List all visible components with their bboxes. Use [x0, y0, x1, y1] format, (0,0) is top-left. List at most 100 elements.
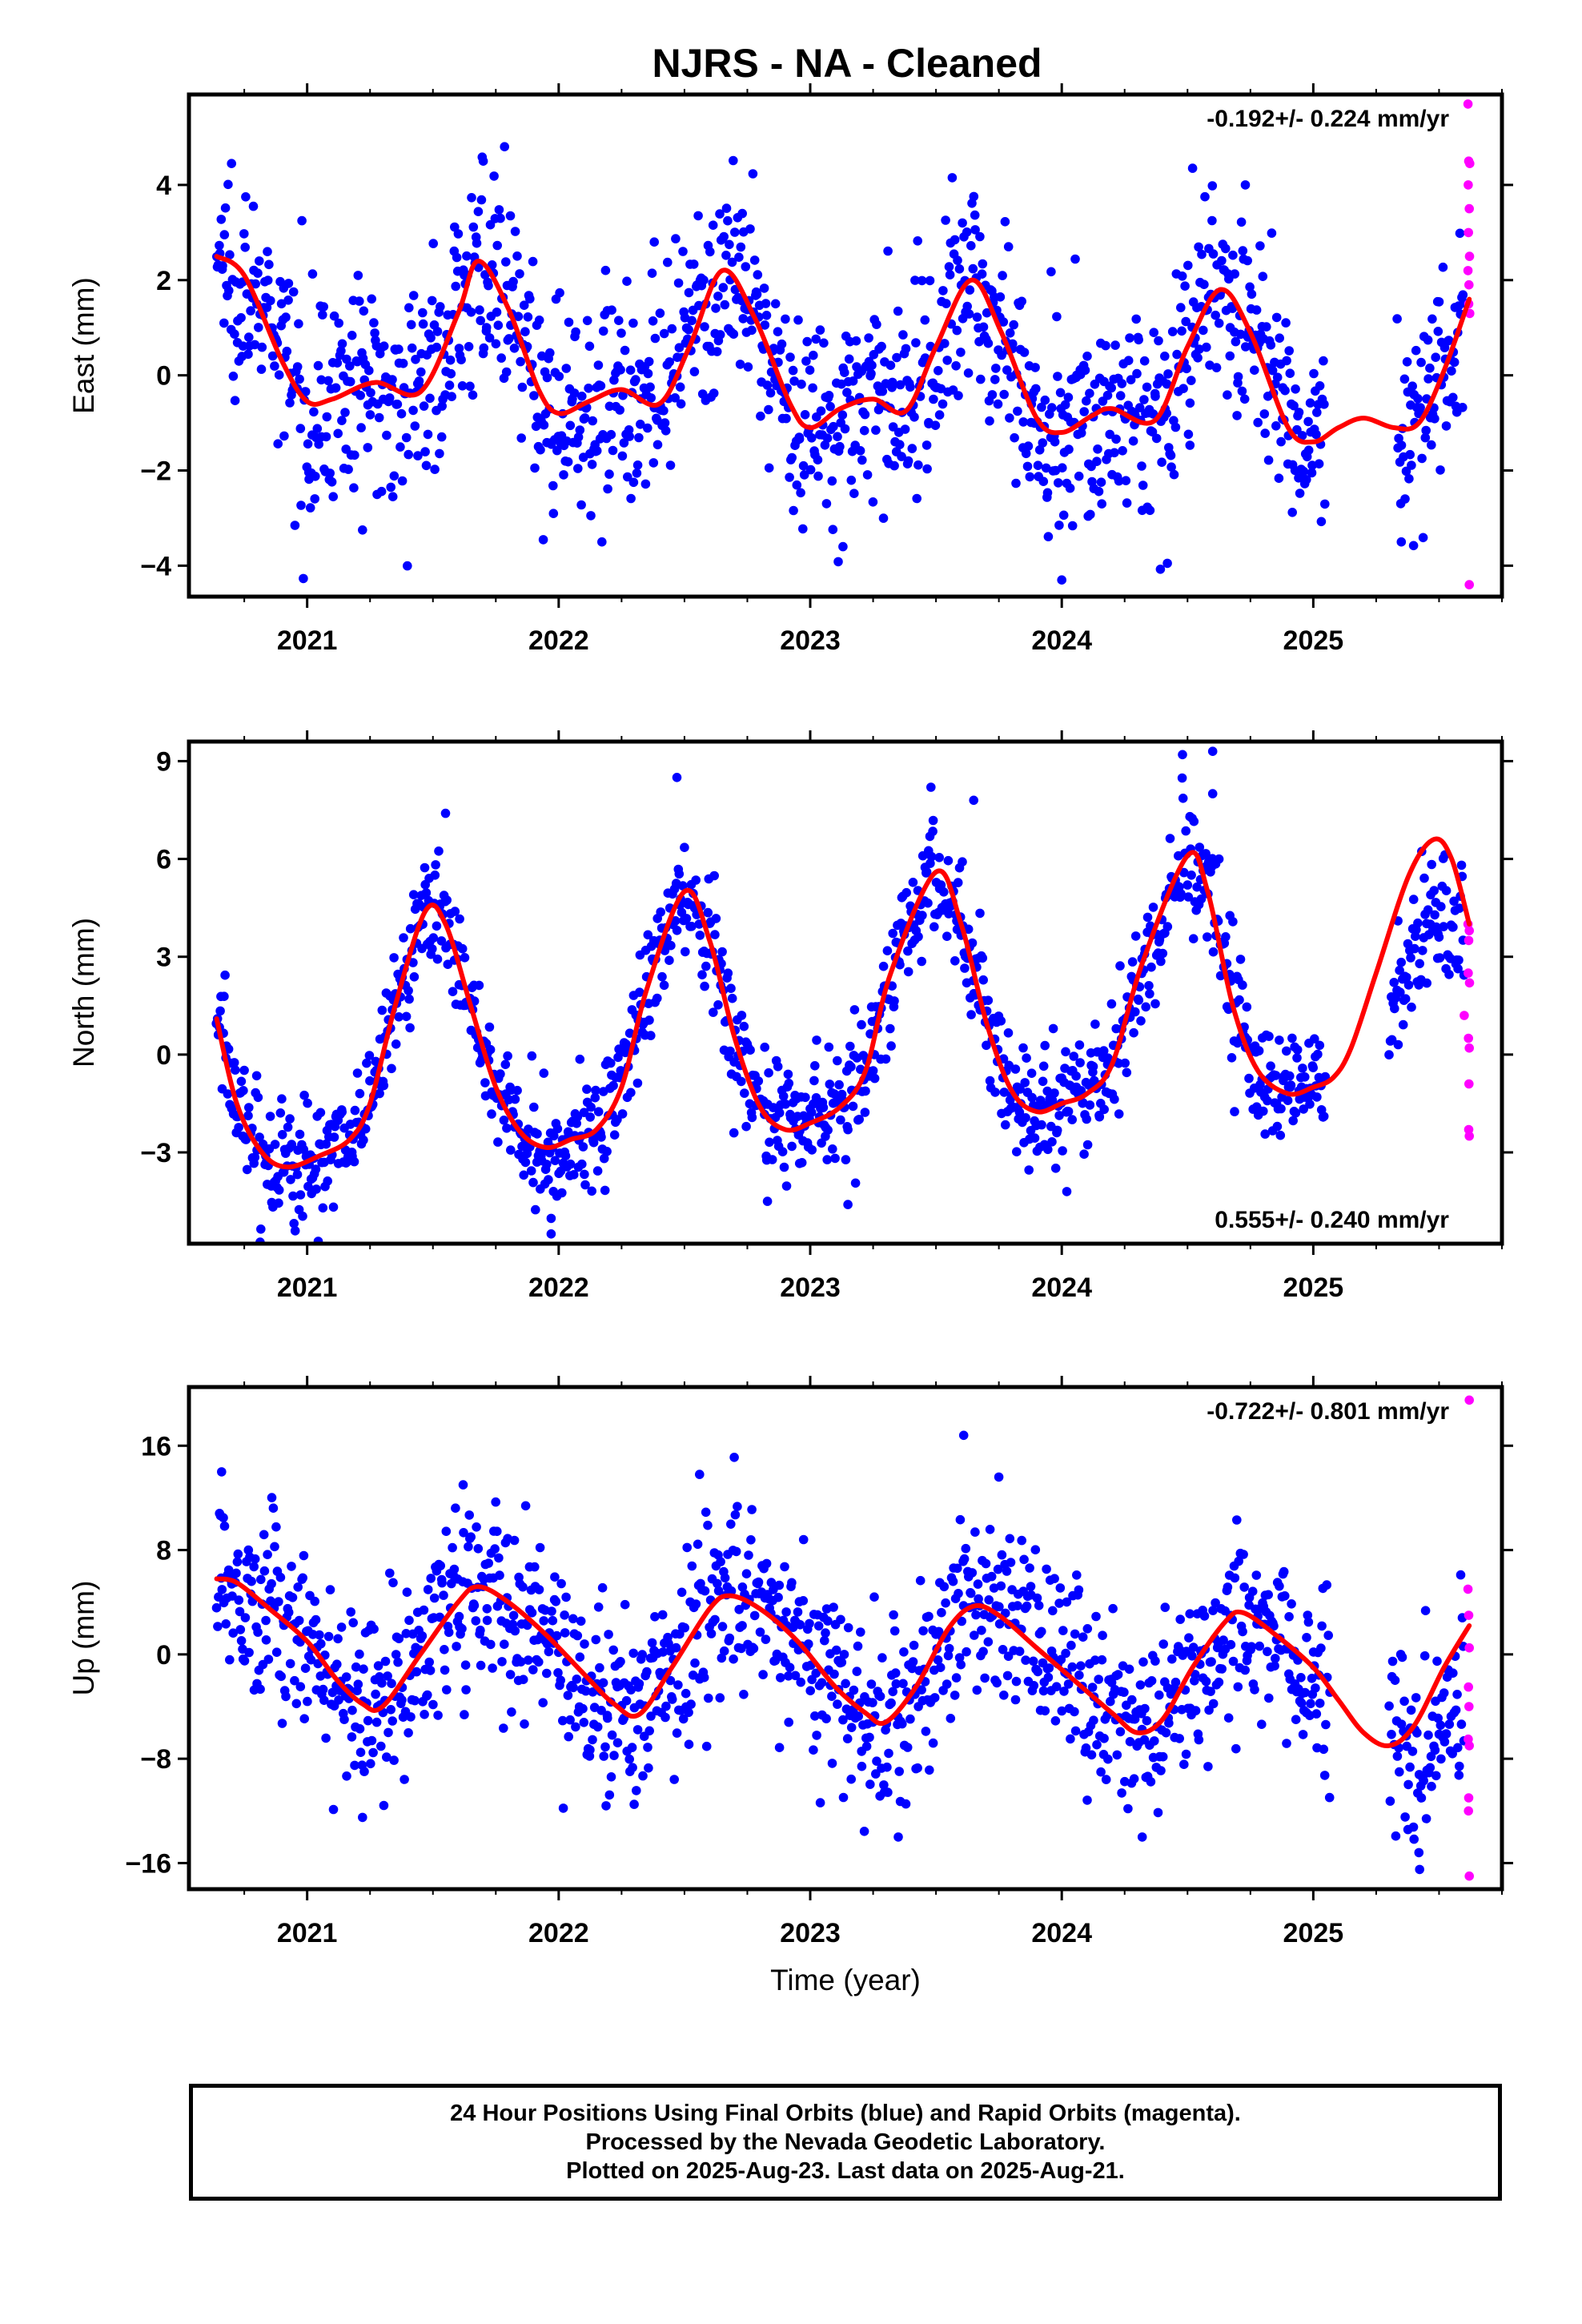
up-final-orbit-point [731, 1546, 741, 1557]
east-final-orbit-point [492, 308, 502, 317]
east-final-orbit-point [297, 215, 307, 226]
east-final-orbit-point [859, 425, 869, 436]
east-final-orbit-point [1057, 575, 1066, 585]
east-final-orbit-point [1150, 392, 1160, 401]
up-final-orbit-point [913, 1763, 922, 1773]
up-final-orbit-point [1098, 1630, 1107, 1640]
north-final-orbit-point [939, 887, 949, 897]
up-final-orbit-point [334, 1695, 343, 1705]
up-final-orbit-point [452, 1642, 461, 1651]
up-final-orbit-point [861, 1741, 872, 1751]
up-final-orbit-point [1456, 1570, 1466, 1580]
up-final-orbit-point [827, 1691, 837, 1701]
up-final-orbit-point [236, 1636, 247, 1646]
north-final-orbit-point [617, 1109, 628, 1119]
east-final-orbit-point [938, 399, 948, 409]
east-final-orbit-point [1038, 438, 1048, 448]
up-final-orbit-point [804, 1639, 813, 1649]
north-final-orbit-point [797, 1158, 807, 1168]
up-final-orbit-point [287, 1562, 296, 1571]
north-final-orbit-point [1040, 1040, 1050, 1051]
north-final-orbit-point [1130, 931, 1141, 941]
up-final-orbit-point [225, 1655, 235, 1665]
up-final-orbit-point [833, 1699, 842, 1709]
east-final-orbit-point [569, 388, 580, 398]
up-final-orbit-point [827, 1759, 837, 1768]
up-final-orbit-point [1135, 1680, 1146, 1690]
up-final-orbit-point [1146, 1676, 1157, 1686]
east-final-orbit-point [1052, 312, 1062, 322]
up-final-orbit-point [518, 1675, 528, 1684]
up-final-orbit-point [482, 1615, 492, 1626]
east-final-orbit-point [379, 341, 389, 352]
up-final-orbit-point [865, 1732, 874, 1743]
east-final-orbit-point [520, 327, 530, 337]
north-final-orbit-point [854, 1115, 864, 1124]
up-final-orbit-point [285, 1659, 295, 1669]
east-final-orbit-point [646, 393, 656, 403]
up-final-orbit-point [671, 1642, 681, 1653]
up-final-orbit-point [948, 1576, 958, 1586]
up-final-orbit-point [564, 1731, 573, 1742]
north-final-orbit-point [243, 1111, 253, 1120]
north-final-orbit-point [480, 1078, 490, 1088]
up-final-orbit-point [985, 1525, 995, 1534]
up-final-orbit-point [1043, 1672, 1054, 1683]
east-final-orbit-point [851, 336, 861, 346]
east-final-orbit-point [993, 399, 1003, 409]
north-final-orbit-point [978, 953, 988, 963]
east-final-orbit-point [436, 432, 447, 442]
up-y-tick-label: −16 [125, 1848, 171, 1879]
up-final-orbit-point [1057, 1706, 1067, 1716]
east-final-orbit-point [1259, 409, 1270, 419]
east-final-orbit-point [1309, 368, 1319, 379]
east-final-orbit-point [1169, 469, 1179, 480]
up-final-orbit-point [665, 1675, 676, 1686]
up-final-orbit-point [348, 1618, 359, 1628]
up-final-orbit-point [1153, 1807, 1163, 1818]
up-final-orbit-point [781, 1607, 791, 1617]
east-final-orbit-point [712, 347, 722, 356]
east-final-orbit-point [309, 407, 319, 417]
up-final-orbit-point [1087, 1683, 1098, 1692]
up-final-orbit-point [435, 1612, 444, 1622]
east-final-orbit-point [577, 392, 587, 401]
east-final-orbit-point [573, 464, 583, 473]
east-final-orbit-point [626, 493, 636, 504]
east-final-orbit-point [855, 446, 865, 456]
north-final-orbit-point [1272, 1121, 1283, 1132]
east-final-orbit-point [963, 368, 974, 378]
up-final-orbit-point [1454, 1770, 1464, 1780]
up-final-orbit-point [942, 1679, 952, 1689]
north-final-orbit-point [996, 1016, 1006, 1026]
up-final-orbit-point [1390, 1675, 1400, 1685]
north-final-orbit-point [442, 895, 452, 905]
north-rapid-orbit-point [1464, 935, 1474, 946]
east-final-orbit-point [970, 210, 980, 220]
up-final-orbit-point [865, 1779, 875, 1789]
up-final-orbit-point [951, 1673, 962, 1683]
up-rapid-orbits-points [1463, 1395, 1474, 1881]
north-final-orbit-point [710, 930, 720, 939]
east-final-orbit-point [257, 342, 267, 352]
east-final-orbit-point [1311, 429, 1321, 440]
east-final-orbit-point [648, 458, 659, 468]
north-final-orbit-point [950, 956, 960, 966]
up-final-orbit-point [261, 1635, 271, 1645]
east-final-orbit-point [673, 278, 684, 288]
east-final-orbit-point [632, 468, 642, 478]
up-final-orbit-point [505, 1670, 516, 1679]
east-final-orbit-point [1266, 340, 1276, 350]
north-final-orbit-point [1418, 946, 1427, 955]
up-final-orbit-point [849, 1685, 859, 1695]
east-final-orbit-point [990, 375, 1000, 384]
up-final-orbit-point [673, 1680, 683, 1690]
up-final-orbit-point [380, 1656, 391, 1667]
north-final-orbits-points [211, 746, 1469, 1244]
east-final-orbit-point [418, 308, 428, 318]
up-final-orbit-point [261, 1615, 271, 1626]
east-final-orbit-point [801, 356, 811, 366]
east-final-orbit-point [1225, 351, 1235, 361]
north-final-orbit-point [1150, 999, 1160, 1009]
north-final-orbit-point [1001, 1120, 1010, 1130]
